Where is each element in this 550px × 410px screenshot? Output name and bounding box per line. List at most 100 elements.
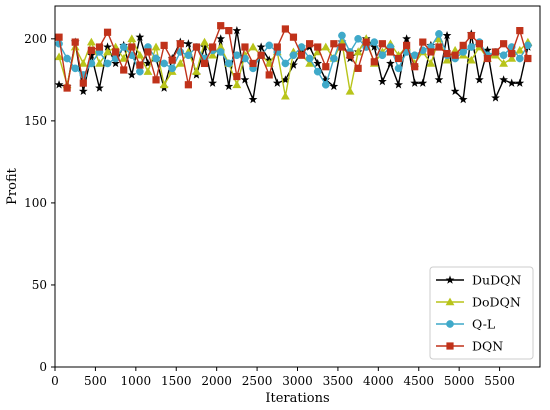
data-point [79, 79, 87, 87]
data-point [483, 54, 492, 63]
data-point [200, 37, 209, 46]
data-point [442, 30, 452, 40]
data-point [305, 59, 315, 67]
data-point [248, 42, 258, 51]
x-tick-label: 2500 [242, 374, 273, 388]
data-point [160, 41, 168, 49]
data-point [475, 40, 483, 48]
data-point [256, 42, 266, 51]
data-point [136, 67, 144, 76]
data-point [70, 42, 80, 51]
data-point [55, 52, 64, 61]
legend-marker [445, 297, 455, 306]
data-point [264, 59, 274, 67]
legend-label: DQN [472, 339, 503, 354]
data-point [507, 78, 517, 87]
data-point [281, 75, 290, 84]
data-point [151, 42, 161, 51]
data-point [55, 33, 63, 41]
data-point [402, 34, 411, 43]
data-point [135, 32, 145, 41]
x-tick-label: 4000 [363, 374, 394, 388]
legend-marker [445, 275, 455, 284]
data-point [249, 59, 257, 68]
data-point [289, 33, 298, 41]
data-point [369, 42, 379, 51]
legend-item: DQN [436, 339, 503, 354]
data-point [338, 43, 346, 51]
data-point [426, 59, 436, 67]
legend-box [429, 266, 534, 360]
data-point [370, 38, 379, 46]
data-point [63, 54, 71, 63]
data-point [184, 51, 193, 60]
data-point [225, 27, 233, 35]
data-point [87, 50, 96, 59]
data-point [458, 94, 468, 104]
data-point [192, 43, 201, 51]
x-axis-title: Iterations [265, 391, 329, 406]
data-point [442, 55, 452, 64]
data-point [86, 37, 96, 46]
series-group [55, 22, 533, 104]
data-point [217, 22, 225, 30]
legend-item: Q-L [436, 317, 495, 332]
legend: DuDQN DoDQN Q-L DQN [429, 266, 534, 360]
data-point [103, 59, 112, 68]
data-point [403, 41, 411, 49]
data-point [232, 26, 242, 35]
data-point [184, 39, 193, 48]
data-point [184, 81, 192, 89]
data-point [386, 58, 395, 68]
data-point [119, 54, 129, 62]
data-point [459, 41, 467, 49]
data-point [394, 80, 403, 89]
data-point [265, 41, 274, 50]
data-point [466, 55, 476, 64]
data-point [435, 30, 443, 38]
data-point [216, 42, 226, 51]
data-point [95, 59, 104, 67]
data-point [78, 59, 88, 67]
x-tick-label: 0 [51, 374, 59, 388]
legend-label: Q-L [472, 317, 495, 332]
data-point [330, 40, 338, 48]
data-point [216, 48, 225, 56]
data-point [224, 81, 234, 91]
data-point [127, 34, 137, 43]
data-point [248, 94, 258, 104]
data-point [233, 51, 241, 60]
data-point [515, 45, 525, 54]
data-point [346, 51, 354, 59]
data-point [515, 78, 525, 87]
data-point [200, 42, 209, 51]
data-point [467, 43, 476, 51]
legend-marker [446, 320, 454, 328]
data-point [330, 54, 338, 63]
data-point [524, 54, 532, 63]
series-q-l [55, 30, 532, 89]
data-point [322, 63, 330, 71]
data-point [120, 66, 128, 74]
x-tick-label: 1500 [161, 374, 192, 388]
legend-marker [446, 342, 454, 350]
x-tick-label: 5500 [484, 374, 515, 388]
data-point [168, 56, 176, 64]
x-tick-label: 5000 [444, 374, 475, 388]
data-point [353, 47, 363, 56]
data-point [168, 64, 177, 73]
data-point [144, 48, 152, 56]
data-point [450, 86, 460, 96]
data-point [272, 78, 282, 87]
data-point [516, 27, 524, 35]
data-point [313, 58, 323, 68]
data-point [411, 63, 419, 71]
data-point [491, 48, 500, 56]
data-point [143, 58, 153, 68]
data-point [515, 54, 524, 63]
data-point [394, 54, 403, 63]
data-point [128, 43, 136, 51]
data-point [354, 64, 362, 72]
data-point [305, 54, 314, 63]
